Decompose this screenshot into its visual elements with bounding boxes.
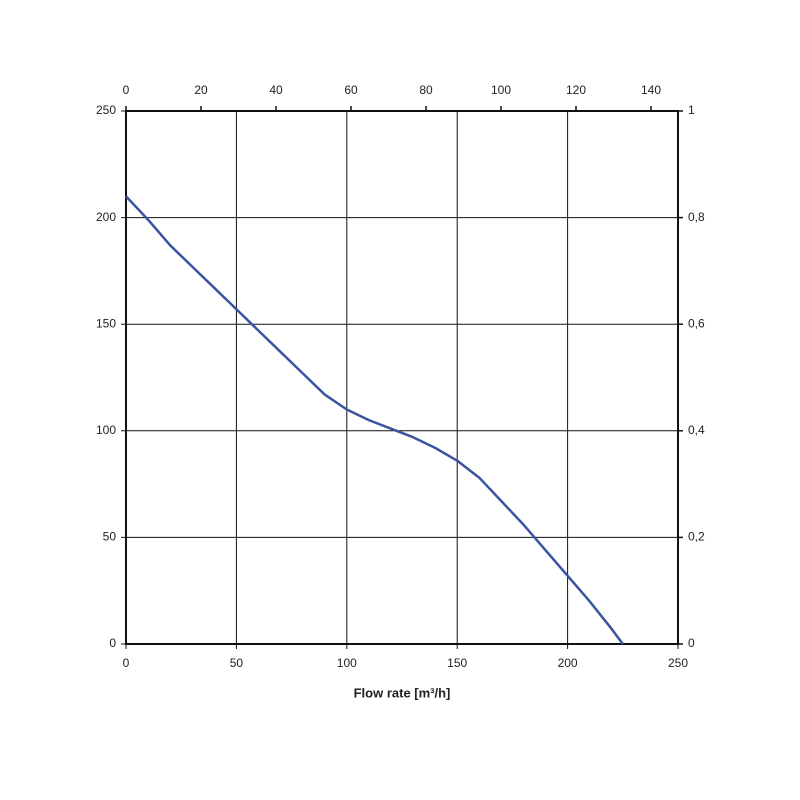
y2-tick-label: 0,6	[688, 316, 705, 330]
y2-tick-label: 0	[688, 636, 695, 650]
line-series	[125, 195, 624, 645]
y2-tick-label: 0,2	[688, 530, 705, 544]
y-tick-label: 100	[96, 423, 116, 437]
y-tick-label: 0	[109, 636, 116, 650]
x2-tick-label: 60	[344, 83, 358, 97]
x-tick-label: 100	[337, 656, 357, 670]
x-axis-label: Flow rate [m³/h]	[354, 685, 451, 700]
x2-tick-label: 80	[419, 83, 433, 97]
x-tick-label: 200	[558, 656, 578, 670]
y2-tick-label: 1	[688, 103, 695, 117]
y2-tick-label: 0,8	[688, 210, 705, 224]
y-tick-label: 150	[96, 316, 116, 330]
x2-tick-label: 100	[491, 83, 511, 97]
y-tick-label: 200	[96, 210, 116, 224]
x2-tick-label: 0	[123, 83, 130, 97]
y-tick-label: 250	[96, 103, 116, 117]
x2-tick-label: 40	[269, 83, 283, 97]
y2-tick-label: 0,4	[688, 423, 705, 437]
x2-tick-label: 140	[641, 83, 661, 97]
plot-frame	[125, 110, 679, 645]
y-tick-label: 50	[103, 530, 117, 544]
x-tick-label: 250	[668, 656, 688, 670]
x-tick-label: 50	[230, 656, 244, 670]
x2-tick-label: 120	[566, 83, 586, 97]
x2-tick-label: 20	[194, 83, 208, 97]
x-tick-label: 0	[123, 656, 130, 670]
x-tick-label: 150	[447, 656, 467, 670]
